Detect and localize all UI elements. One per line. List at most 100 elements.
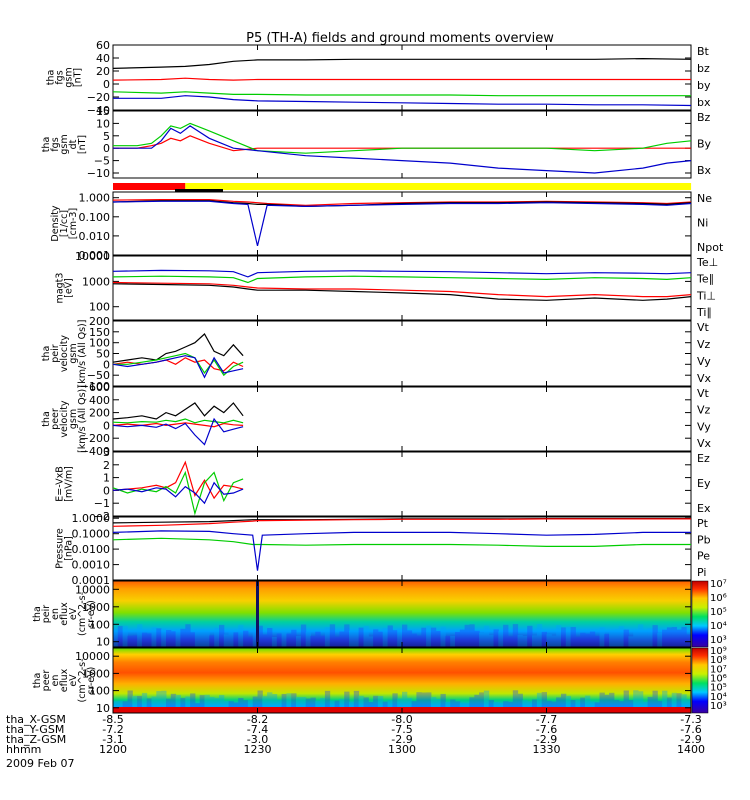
series-line-Bx	[113, 125, 692, 174]
orbit-value: -7.6	[680, 723, 701, 736]
y-axis-label-line: sr-eV)	[86, 667, 97, 695]
legend-entry: Vt	[697, 321, 710, 334]
y-axis-label-line: [km/s (All Qs)]	[77, 320, 88, 388]
legend-entry: Pi	[697, 566, 706, 579]
y-axis-label-line: gsm	[68, 409, 79, 429]
series-line-Pi	[112, 530, 691, 571]
panel-frame	[112, 451, 692, 517]
orbit-value: 1400	[677, 743, 705, 756]
legend-entry: Te⊥	[696, 256, 718, 269]
legend-entry: Ti∥	[696, 306, 712, 319]
y-tick-label: 0	[103, 484, 110, 497]
y-axis-label-line: (cm^2-s-	[77, 592, 88, 636]
series-line-By	[113, 122, 692, 154]
y-tick-label: 1	[103, 472, 110, 485]
y-axis-label-line: dt	[68, 139, 79, 149]
status-bar-marker	[175, 189, 223, 192]
y-tick-label: −1	[94, 497, 110, 510]
colorbar-label: 10⁹	[710, 646, 727, 657]
series-line-Pb	[112, 518, 691, 527]
y-axis-label-line: fgs	[50, 137, 61, 151]
orbit-value: -8.2	[247, 713, 268, 726]
orbit-value: -7.5	[391, 723, 412, 736]
legend-entry: Vy	[697, 420, 711, 433]
y-tick-label: 10000	[75, 250, 110, 263]
orbit-row-label: tha_Y-GSM	[6, 723, 64, 736]
orbit-row-label: tha_X-GSM	[6, 713, 66, 726]
y-axis-label-line: tha	[32, 606, 43, 622]
y-axis-label-line: eflux	[59, 668, 70, 692]
y-tick-label: −20	[87, 91, 110, 104]
colorbar-label: 10⁶	[710, 593, 727, 604]
legend-entry: Bx	[697, 164, 712, 177]
panel-frame	[112, 516, 692, 581]
series-line-Vt	[112, 402, 244, 420]
y-axis-label-line: [nPa]	[64, 536, 75, 561]
y-axis-label-line: velocity	[59, 335, 70, 373]
y-axis-label-line: Pressure	[55, 528, 66, 569]
legend-entry: Pe	[697, 550, 710, 563]
y-tick-label: 0.0100	[72, 543, 111, 556]
y-tick-label: 5	[103, 130, 110, 143]
orbit-value: -7.7	[536, 713, 557, 726]
panel-peer_velocity: 6004002000−200−400thapeervelocitygsm[km/…	[41, 381, 712, 458]
legend-entry: Bz	[697, 111, 711, 124]
spectrogram-peer_eflux	[113, 648, 691, 713]
series-line-Ey	[112, 470, 244, 516]
series-line-Bt	[112, 57, 692, 69]
y-axis-label-line: fgs	[55, 70, 66, 84]
orbit-value: -8.5	[102, 713, 123, 726]
y-tick-label: 100	[89, 301, 110, 314]
colorbar-peer_eflux	[691, 647, 709, 714]
orbit-value: -8.0	[391, 713, 412, 726]
y-tick-label: 0.100	[79, 211, 111, 224]
y-axis-label-line: peir	[41, 605, 52, 624]
y-axis-label-line: gsm	[64, 67, 75, 87]
spectrogram-texture	[113, 624, 692, 647]
y-tick-label: 0	[103, 358, 110, 371]
colorbar-label: 10³	[710, 635, 727, 646]
colorbar-label: 10⁶	[710, 674, 727, 685]
y-axis-label-line: tha	[41, 411, 52, 427]
colorbar-label: 10⁸	[710, 655, 727, 666]
status-bar-red	[113, 183, 186, 190]
y-tick-label: 10	[96, 702, 110, 715]
figure-title: P5 (TH-A) fields and ground moments over…	[246, 31, 554, 46]
y-tick-label: 1000	[82, 601, 110, 614]
panel-peer_eflux: 10⁹10⁸10⁷10⁶10⁵10⁴10³10000100010010thape…	[32, 646, 727, 715]
y-axis-label-line: peer	[50, 408, 61, 430]
series-line-Ti⊥	[112, 269, 692, 278]
y-tick-label: 0.1000	[72, 528, 111, 541]
colorbar-label: 10⁴	[710, 621, 727, 632]
legend-entry: by	[697, 79, 711, 92]
series-line-Vt	[112, 333, 244, 363]
y-tick-label: 50	[96, 348, 110, 361]
orbit-value: -7.3	[680, 713, 701, 726]
y-axis-label-line: [nT]	[77, 135, 88, 154]
colorbar-peir_eflux	[691, 580, 709, 648]
y-axis-label-line: [mV/m]	[64, 466, 75, 502]
series-line-Npot	[112, 200, 692, 247]
y-axis-label-line: E=-VxB	[55, 466, 66, 501]
legend-entry: Pb	[697, 533, 711, 546]
y-tick-label: 100	[89, 685, 110, 698]
colorbar-label: 10⁷	[710, 579, 727, 590]
y-axis-label-line: tha	[46, 70, 57, 86]
y-tick-label: 100	[89, 337, 110, 350]
legend-entry: Ex	[697, 502, 711, 515]
y-axis-label-line: peir	[50, 344, 61, 363]
y-tick-label: 0.0001	[72, 574, 111, 587]
colorbar-label: 10⁷	[710, 664, 727, 675]
y-tick-label: 20	[96, 65, 110, 78]
y-tick-label: −400	[80, 445, 110, 458]
legend-entry: Vt	[697, 387, 710, 400]
y-tick-label: 1.000	[79, 192, 111, 205]
y-tick-label: 10	[96, 636, 110, 649]
orbit-value: -3.0	[247, 733, 268, 746]
legend-entry: bz	[697, 62, 710, 75]
spectrogram-gap	[256, 581, 259, 647]
